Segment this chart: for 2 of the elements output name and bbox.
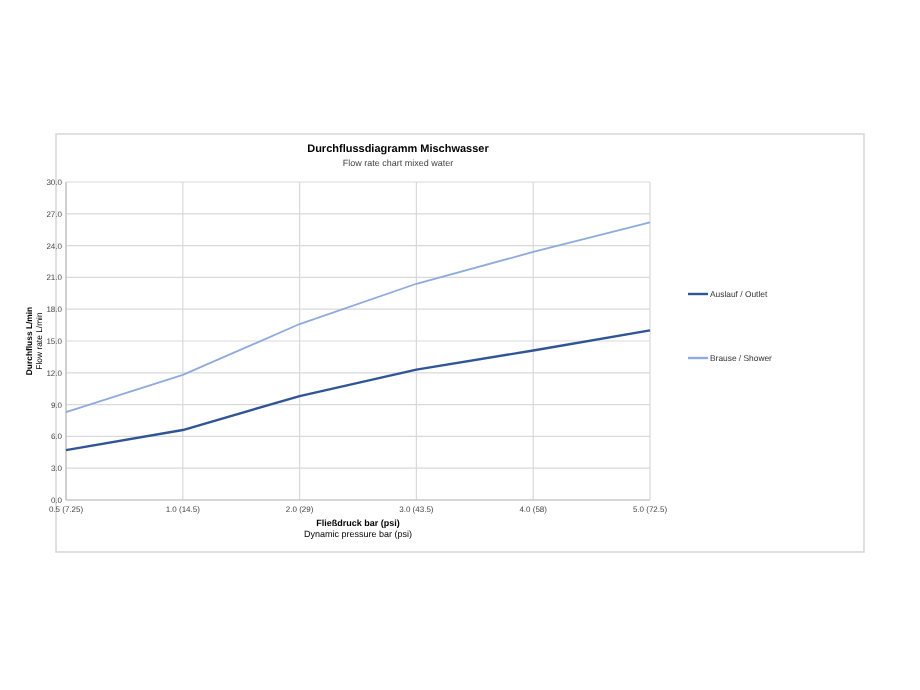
line-series bbox=[64, 329, 652, 452]
line-series bbox=[65, 221, 651, 413]
